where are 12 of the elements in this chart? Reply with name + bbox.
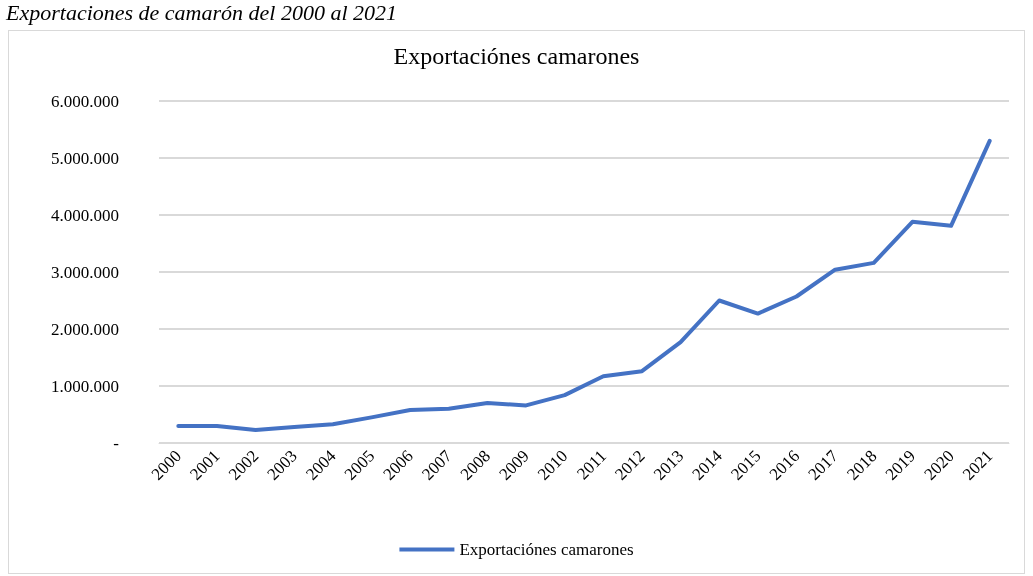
y-tick-label: - — [113, 433, 120, 453]
y-tick-label: 6.000.000 — [51, 91, 119, 111]
y-tick-label: 5.000.000 — [51, 148, 119, 168]
legend-label: Exportaciónes camarones — [459, 540, 634, 559]
chart-title: Exportaciónes camarones — [393, 43, 640, 69]
text: Exportaciones de camarón del 2000 al 2021 — [6, 0, 398, 26]
y-tick-label: 4.000.000 — [51, 205, 119, 225]
y-tick-label: 2.000.000 — [51, 319, 119, 339]
y-tick-label: 3.000.000 — [51, 262, 119, 282]
line-series — [176, 138, 992, 432]
y-tick-label: 1.000.000 — [51, 376, 119, 396]
x-tick-label: 2011 — [573, 446, 611, 484]
